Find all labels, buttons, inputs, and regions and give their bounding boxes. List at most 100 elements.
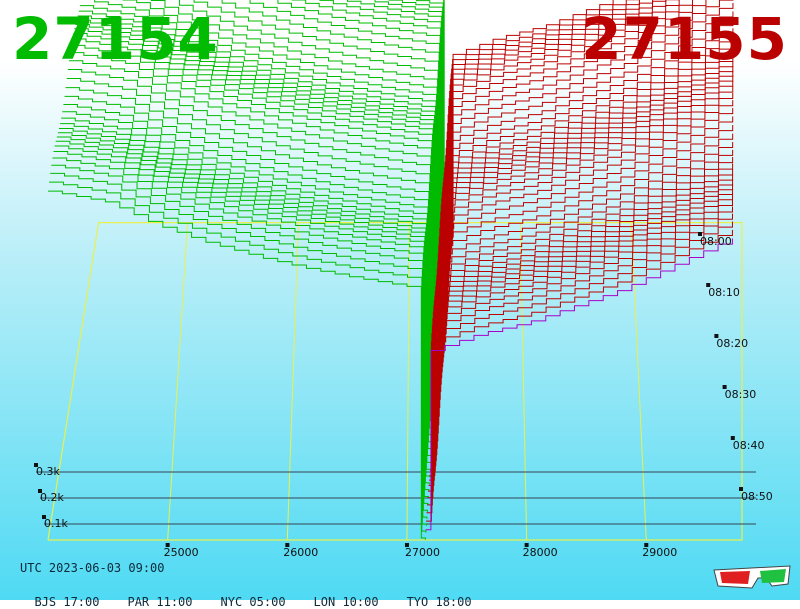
price-tick-mark — [404, 543, 409, 547]
tz-tyo: TYO 18:00 — [406, 595, 472, 609]
ask-depth-line — [438, 70, 734, 363]
ask-depth-line — [430, 179, 734, 472]
bid-depth-line — [49, 181, 427, 533]
ask-depth-line — [426, 229, 733, 522]
bid-price: 27154 — [12, 5, 219, 73]
bid-depth-line — [77, 15, 440, 354]
ask-depth-line — [432, 149, 734, 442]
ask-depth-line — [440, 50, 734, 342]
bid-depth-line — [59, 127, 431, 471]
bid-depth-line — [347, 0, 446, 264]
ask-depth-line — [438, 65, 734, 358]
ask-depth-line — [428, 199, 734, 492]
price-tick-label: 26000 — [283, 546, 318, 559]
tz-nyc: NYC 05:00 — [220, 595, 286, 609]
bid-depth-line — [249, 0, 444, 292]
bid-depth-line — [122, 0, 442, 327]
ask-depth-line — [446, 0, 654, 249]
ask-depth-line — [431, 163, 734, 456]
ask-depth-line — [432, 157, 734, 449]
time-tick-label: 08:30 — [725, 388, 757, 401]
time-tick-label: 08:50 — [741, 490, 773, 503]
ask-depth-line — [443, 2, 734, 295]
bid-depth-line — [57, 132, 431, 478]
ask-depth-line — [435, 108, 734, 400]
bid-depth-line — [94, 0, 441, 334]
bid-depth-line — [78, 10, 440, 347]
ask-depth-line — [445, 0, 680, 265]
ask-depth-line — [433, 141, 734, 434]
ask-depth-line — [442, 20, 734, 312]
ask-depth-line — [444, 0, 707, 279]
bid-depth-line — [67, 68, 435, 416]
ask-depth-line — [445, 0, 680, 259]
bid-depth-line — [54, 145, 429, 499]
bid-depth-line — [193, 0, 443, 306]
bid-depth-line — [388, 0, 447, 251]
bid-depth-line — [68, 60, 436, 409]
bid-depth-line — [63, 103, 433, 444]
bid-depth-line — [64, 95, 434, 437]
time-tick-mark — [706, 283, 711, 287]
bid-depth-line — [221, 0, 444, 299]
ask-depth-line — [434, 116, 734, 409]
bid-depth-line — [150, 0, 442, 320]
depth-tick-label: 0.2k — [40, 491, 64, 504]
ask-depth-line — [446, 0, 667, 254]
price-tick-mark — [165, 543, 170, 547]
price-tick-label: 27000 — [405, 546, 440, 559]
bid-depth-line — [53, 151, 429, 505]
bid-depth-line — [73, 33, 438, 381]
ask-depth-line — [429, 184, 734, 476]
price-tick-label: 29000 — [642, 546, 677, 559]
ask-depth-line — [437, 80, 734, 373]
ask-price: 27155 — [581, 5, 788, 73]
bid-depth-line — [72, 38, 437, 388]
ask-depth-line — [429, 188, 734, 481]
ask-depth-line — [430, 174, 734, 467]
timezone-row: BJS 17:00 PAR 11:00 NYC 05:00 LON 10:00 TYO … — [20, 581, 500, 609]
time-tick-mark — [698, 232, 702, 236]
price-gridline — [406, 222, 410, 541]
bid-depth-line — [76, 19, 439, 361]
bid-depth-line — [65, 87, 434, 430]
bid-depth-line — [374, 0, 447, 257]
ask-depth-line — [439, 55, 734, 348]
bid-depth-line — [48, 190, 426, 540]
ask-depth-line — [434, 124, 734, 417]
depth-tick-mark — [34, 463, 38, 467]
price-gridline — [630, 222, 647, 541]
ask-depth-line — [436, 86, 734, 379]
ask-depth-line — [436, 92, 734, 385]
bid-depth-line — [56, 136, 430, 485]
price-gridline — [286, 222, 299, 541]
price-tick-mark — [285, 543, 290, 547]
bid-depth-line — [62, 111, 433, 451]
ask-depth-line — [441, 36, 734, 329]
ask-depth-line — [447, 0, 640, 245]
bid-depth-line — [79, 5, 441, 340]
time-tick-mark — [739, 487, 743, 491]
time-tick-label: 08:20 — [716, 337, 748, 350]
tz-par: PAR 11:00 — [127, 595, 193, 609]
bid-depth-line — [51, 164, 428, 519]
ask-depth-line — [443, 0, 734, 287]
time-tick-label: 08:40 — [733, 439, 765, 452]
ask-depth-line — [437, 75, 734, 368]
3d-glasses-icon[interactable] — [712, 560, 792, 596]
bid-depth-line — [50, 172, 427, 526]
bid-depth-line — [71, 44, 437, 395]
utc-time: UTC 2023-06-03 09:00 — [20, 561, 165, 575]
time-tick-mark — [714, 334, 719, 338]
time-tick-mark — [730, 436, 735, 440]
ask-depth-line — [425, 238, 733, 531]
ask-depth-line — [428, 194, 734, 486]
ask-depth-line — [435, 100, 734, 392]
floor-frame — [47, 222, 743, 541]
ask-depth-line — [448, 0, 627, 235]
ask-depth-line — [431, 169, 734, 462]
time-tick-label: 08:10 — [708, 286, 740, 299]
ask-depth-line — [441, 28, 734, 321]
time-tick-label: 08:00 — [700, 235, 732, 248]
bid-depth-line — [291, 0, 445, 278]
